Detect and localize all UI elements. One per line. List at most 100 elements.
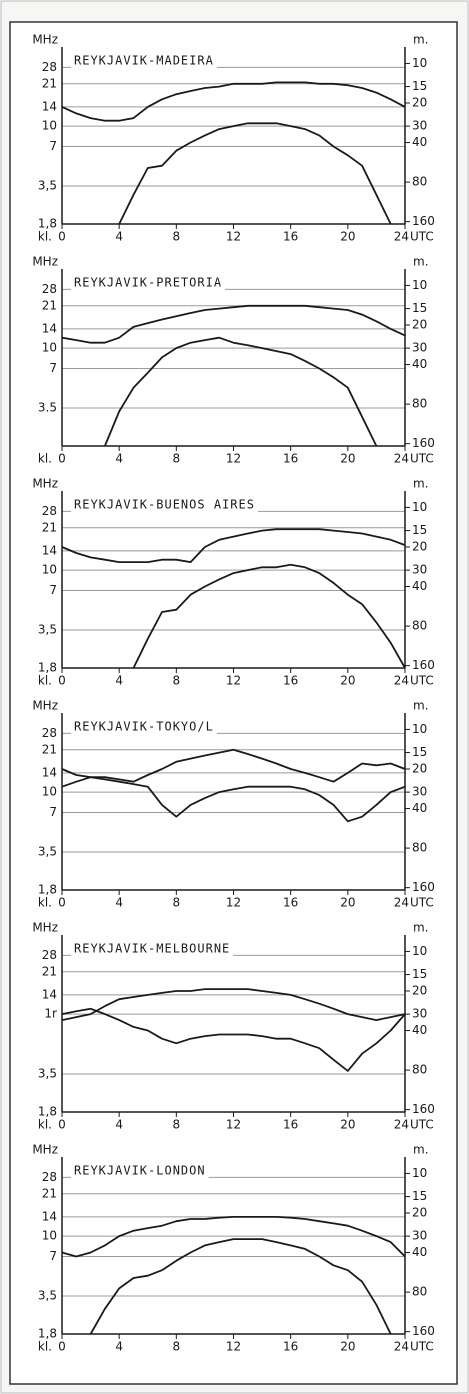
chart-title: REYKJAVIK-LONDON [74, 1164, 206, 1178]
y-tick-label: 7 [49, 1249, 57, 1263]
y2-tick-label: 30 [412, 119, 427, 133]
y-axis-label: MHz [32, 921, 58, 935]
x-tick-label: 20 [340, 452, 355, 466]
y2-axis-label: m. [413, 921, 429, 935]
y2-tick-label: 10 [412, 500, 427, 514]
series-line [132, 563, 406, 669]
y-tick-label: 14 [42, 1209, 57, 1223]
x-axis-label: kl. [38, 1340, 52, 1354]
series-line [61, 988, 406, 1021]
x-tick-label: 4 [115, 452, 123, 466]
series-line [118, 122, 392, 225]
x-tick-label: 16 [283, 674, 298, 688]
x-tick-label: 24 [394, 1340, 409, 1354]
y2-tick-label: 15 [412, 967, 427, 981]
x-tick-label: 8 [173, 896, 181, 910]
y-axis-label: MHz [32, 255, 58, 269]
x-tick-label: 8 [173, 230, 181, 244]
series-line [61, 304, 406, 344]
y-tick-label: 1,8 [38, 883, 57, 897]
x-tick-label: 4 [115, 230, 123, 244]
y2-axis-label: m. [413, 33, 429, 47]
y-tick-label: 10 [42, 563, 57, 577]
x-tick-label: 20 [340, 896, 355, 910]
y-tick-label: 28 [42, 948, 57, 962]
x-tick-label: 0 [58, 452, 66, 466]
x-axis-label: kl. [38, 230, 52, 244]
x-unit: UTC [410, 1118, 434, 1132]
y2-tick-label: 20 [412, 95, 427, 109]
x-tick-label: 24 [394, 896, 409, 910]
title-background [71, 1162, 209, 1179]
y2-tick-label: 80 [412, 619, 427, 633]
x-tick-label: 24 [394, 1118, 409, 1132]
y-tick-label: 21 [42, 742, 57, 756]
y-axis-label: MHz [32, 699, 58, 713]
y2-tick-label: 160 [412, 880, 435, 894]
chart-title: REYKJAVIK-MADEIRA [74, 54, 214, 68]
series-line [104, 336, 378, 447]
x-tick-label: 4 [115, 674, 123, 688]
y2-tick-label: 10 [412, 1166, 427, 1180]
y-tick-label: 1r [44, 1007, 57, 1021]
y2-tick-label: 30 [412, 341, 427, 355]
series-line [61, 1007, 406, 1072]
y2-tick-label: 15 [412, 301, 427, 315]
y-tick-label: 21 [42, 1186, 57, 1200]
y2-tick-label: 160 [412, 1324, 435, 1338]
y2-tick-label: 20 [412, 539, 427, 553]
y-tick-label: 7 [49, 361, 57, 375]
x-tick-label: 4 [115, 1118, 123, 1132]
x-tick-label: 16 [283, 452, 298, 466]
y-tick-label: 10 [42, 785, 57, 799]
y2-tick-label: 20 [412, 983, 427, 997]
y2-tick-label: 80 [412, 397, 427, 411]
y2-tick-label: 80 [412, 175, 427, 189]
y2-axis-label: m. [413, 699, 429, 713]
y2-tick-label: 30 [412, 563, 427, 577]
title-background [71, 496, 258, 513]
x-tick-label: 16 [283, 896, 298, 910]
y-axis-label: MHz [32, 477, 58, 491]
y-tick-label: 3,5 [38, 1067, 57, 1081]
y2-tick-label: 40 [412, 135, 427, 149]
y-axis-label: MHz [32, 1143, 58, 1157]
y2-tick-label: 40 [412, 1245, 427, 1259]
y-tick-label: 21 [42, 964, 57, 978]
x-tick-label: 0 [58, 1340, 66, 1354]
series-line [89, 1238, 392, 1335]
y-tick-label: 3,5 [38, 845, 57, 859]
y2-tick-label: 160 [412, 436, 435, 450]
y-tick-label: 1,8 [38, 1105, 57, 1119]
y2-tick-label: 160 [412, 214, 435, 228]
x-tick-label: 12 [226, 230, 241, 244]
y-tick-label: 1,8 [38, 661, 57, 675]
y-tick-label: 3.5 [38, 401, 57, 415]
series-line [61, 748, 406, 788]
y-tick-label: 7 [49, 139, 57, 153]
y-tick-label: 14 [42, 543, 57, 557]
y2-tick-label: 40 [412, 1023, 427, 1037]
x-axis-label: kl. [38, 452, 52, 466]
y-tick-label: 3,5 [38, 1289, 57, 1303]
x-unit: UTC [410, 452, 434, 466]
y2-tick-label: 20 [412, 317, 427, 331]
x-tick-label: 20 [340, 1118, 355, 1132]
title-background [71, 718, 217, 735]
series-line [61, 1216, 406, 1258]
x-tick-label: 8 [173, 1340, 181, 1354]
chart-title: REYKJAVIK-BUENOS AIRES [74, 498, 255, 512]
x-tick-label: 8 [173, 1118, 181, 1132]
y2-tick-label: 20 [412, 1205, 427, 1219]
x-tick-label: 20 [340, 1340, 355, 1354]
y2-tick-label: 10 [412, 56, 427, 70]
y-tick-label: 14 [42, 321, 57, 335]
x-tick-label: 0 [58, 896, 66, 910]
y2-tick-label: 30 [412, 1229, 427, 1243]
x-unit: UTC [410, 674, 434, 688]
y2-tick-label: 15 [412, 523, 427, 537]
y-tick-label: 10 [42, 1229, 57, 1243]
y-tick-label: 7 [49, 583, 57, 597]
series-line [61, 768, 406, 823]
